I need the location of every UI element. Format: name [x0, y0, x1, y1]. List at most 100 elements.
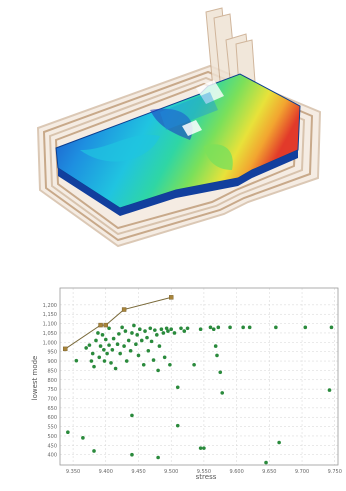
data-point — [102, 359, 107, 363]
y-tick-label: 950 — [47, 350, 57, 356]
data-point — [107, 343, 111, 347]
data-point — [136, 353, 141, 358]
data-point — [198, 446, 203, 450]
data-point — [132, 323, 136, 328]
data-point — [264, 460, 268, 465]
x-tick-label: 9.500 — [164, 469, 178, 475]
data-point — [329, 325, 334, 330]
data-point — [100, 333, 105, 337]
data-point — [277, 440, 281, 445]
data-point — [141, 362, 146, 367]
data-point — [175, 385, 180, 390]
stress-plate — [55, 73, 301, 216]
grid — [60, 288, 338, 465]
data-point — [164, 326, 169, 331]
y-tick-label: 1,100 — [43, 322, 57, 328]
x-tick-label: 9.400 — [99, 469, 113, 475]
x-tick-label: 9.650 — [262, 469, 276, 475]
data-point — [202, 446, 206, 450]
data-point — [89, 359, 94, 363]
y-tick-label: 450 — [47, 443, 57, 449]
data-point — [94, 338, 98, 343]
x-tick-label: 9.700 — [295, 469, 309, 475]
x-tick-label: 9.550 — [197, 469, 211, 475]
data-point — [156, 455, 160, 460]
y-tick-label: 800 — [47, 378, 57, 384]
data-point — [182, 329, 187, 333]
data-point — [107, 326, 111, 331]
data-point — [122, 344, 126, 348]
data-point — [327, 388, 332, 392]
y-tick-label: 400 — [47, 453, 57, 459]
y-tick-label: 1,200 — [43, 303, 57, 309]
plot-area — [59, 287, 339, 466]
y-tick-label: 600 — [47, 415, 57, 421]
data-point — [145, 335, 149, 340]
data-point — [247, 325, 252, 330]
data-point — [156, 368, 160, 373]
data-point — [130, 413, 134, 418]
data-point — [228, 325, 232, 330]
data-point — [74, 358, 79, 363]
y-tick-label: 700 — [47, 397, 57, 403]
x-axis-label: stress — [196, 473, 217, 481]
data-point — [103, 337, 108, 342]
data-point — [92, 449, 96, 453]
data-point — [220, 391, 225, 395]
data-point — [98, 344, 103, 348]
pareto-marker — [98, 322, 103, 328]
data-point — [151, 358, 156, 362]
data-point — [216, 325, 221, 330]
data-point — [66, 430, 70, 435]
data-point — [120, 325, 124, 330]
data-point — [84, 346, 88, 350]
x-tick-label: 9.600 — [229, 469, 243, 475]
data-point — [155, 333, 159, 337]
pareto-marker — [121, 307, 127, 312]
data-point — [303, 325, 308, 330]
data-point — [134, 342, 138, 346]
x-tick-label: 9.750 — [328, 469, 342, 475]
fea-model-render — [36, 7, 322, 248]
pareto-marker — [168, 295, 174, 300]
x-axis-ticks: 9.350 9.400 9.450 9.500 9.550 9.600 9.650 9.700… — [66, 469, 342, 475]
data-point — [192, 362, 196, 367]
data-point — [135, 333, 139, 337]
data-point — [149, 339, 154, 344]
stress-vs-mode-scatter: 400 450 500 550 600 650 700 750 800 850 900 950 1,00… — [22, 281, 346, 491]
data-point — [161, 331, 166, 335]
data-point — [118, 351, 122, 356]
data-point — [218, 370, 223, 375]
data-point — [211, 327, 216, 332]
data-point — [111, 336, 116, 341]
x-tick-label: 9.350 — [66, 469, 80, 475]
data-point — [117, 332, 121, 336]
y-tick-label: 900 — [47, 359, 57, 365]
data-point — [153, 328, 157, 332]
data-point — [130, 452, 134, 457]
data-point — [198, 327, 203, 332]
data-point — [97, 355, 102, 360]
data-point — [185, 326, 190, 331]
y-tick-label: 1,150 — [43, 312, 57, 318]
data-point — [130, 331, 134, 335]
data-point — [102, 348, 106, 352]
y-tick-label: 500 — [47, 434, 57, 440]
data-point — [169, 327, 173, 332]
data-point — [179, 326, 183, 331]
pareto-marker — [63, 346, 68, 352]
y-tick-label: 650 — [47, 406, 57, 412]
data-points — [63, 295, 334, 465]
data-point — [175, 423, 180, 428]
pareto-front — [63, 295, 174, 352]
data-point — [96, 331, 100, 335]
data-point — [128, 348, 133, 353]
data-point — [109, 361, 113, 365]
y-axis-ticks: 400 450 500 550 600 650 700 750 800 850 900 950 1,00… — [43, 303, 57, 459]
y-tick-label: 750 — [47, 387, 57, 393]
data-point — [162, 355, 167, 360]
y-tick-label: 550 — [47, 425, 57, 431]
data-point — [87, 343, 92, 347]
data-point — [148, 326, 153, 331]
data-point — [172, 331, 177, 335]
